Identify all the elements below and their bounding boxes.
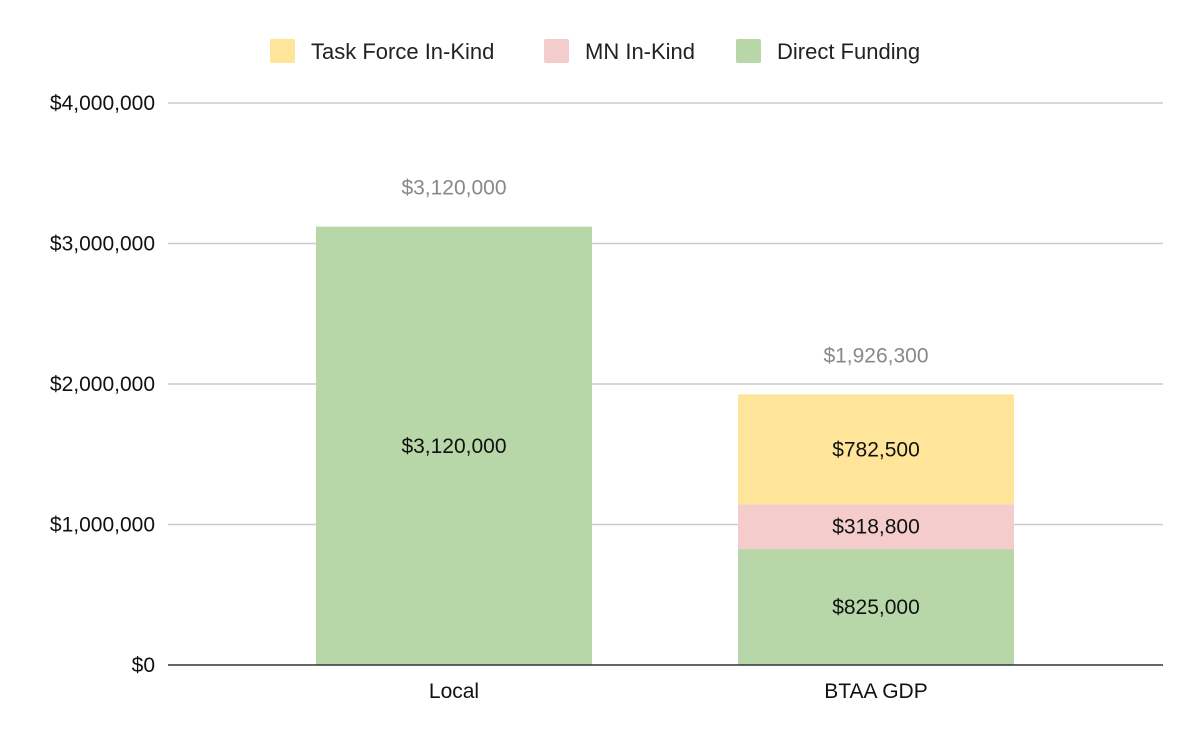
- legend-swatch: [544, 39, 569, 63]
- data-label: $782,500: [832, 438, 920, 461]
- y-tick-label: $4,000,000: [50, 92, 155, 115]
- x-tick-label: Local: [429, 680, 479, 703]
- legend-item-direct-funding: Direct Funding: [736, 39, 920, 64]
- bar-local-direct-funding: [316, 226, 592, 665]
- legend-swatch: [270, 39, 295, 63]
- y-tick-label: $3,000,000: [50, 233, 155, 256]
- y-tick-label: $1,000,000: [50, 514, 155, 537]
- y-axis: $0 $1,000,000 $2,000,000 $3,000,000 $4,000,0…: [50, 92, 155, 677]
- y-tick-label: $0: [132, 654, 155, 677]
- bars: $3,120,000 $3,120,000 $825,000 $318,800 $782…: [316, 177, 1014, 665]
- legend-label: MN In-Kind: [585, 39, 695, 64]
- legend-item-task-force-in-kind: Task Force In-Kind: [270, 39, 494, 64]
- total-label: $1,926,300: [823, 344, 928, 367]
- legend-label: Task Force In-Kind: [311, 39, 494, 64]
- x-axis: Local BTAA GDP: [168, 664, 1163, 703]
- legend-swatch: [736, 39, 761, 63]
- data-label: $825,000: [832, 596, 920, 619]
- bar-btaa-gdp-task-force-in-kind: [738, 394, 1014, 505]
- legend-label: Direct Funding: [777, 39, 920, 64]
- total-label: $3,120,000: [401, 177, 506, 200]
- data-label: $318,800: [832, 516, 920, 539]
- bar-btaa-gdp-mn-in-kind: [738, 504, 1014, 550]
- bar-btaa-gdp-direct-funding: [738, 549, 1014, 665]
- chart-legend: Task Force In-Kind MN In-Kind Direct Fundi…: [270, 39, 920, 64]
- x-tick-label: BTAA GDP: [824, 680, 927, 703]
- y-tick-label: $2,000,000: [50, 373, 155, 396]
- data-label: $3,120,000: [401, 435, 506, 458]
- legend-item-mn-in-kind: MN In-Kind: [544, 39, 695, 64]
